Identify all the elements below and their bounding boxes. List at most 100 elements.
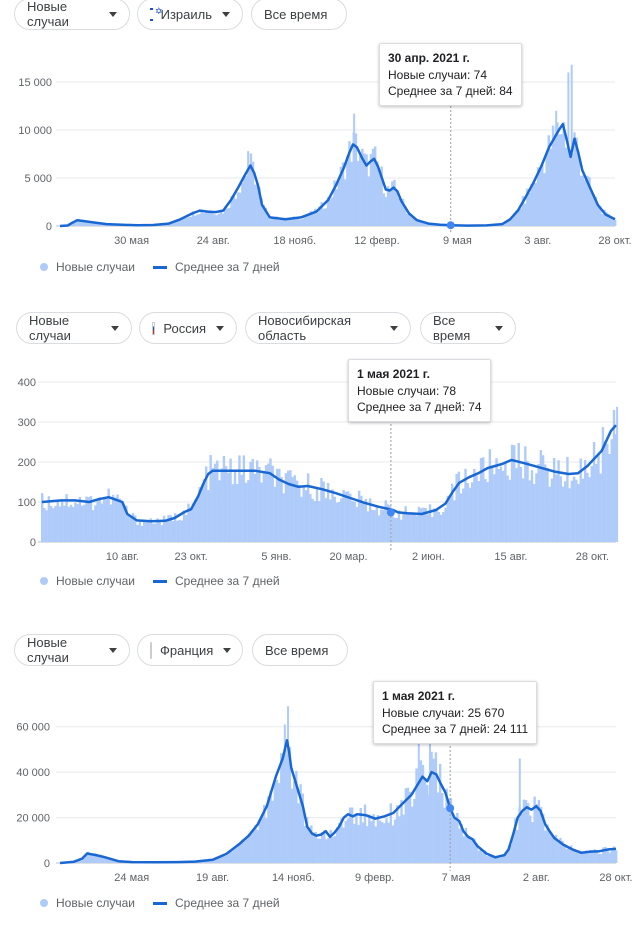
- daily-case-bar: [323, 209, 325, 226]
- daily-case-bar: [314, 501, 316, 542]
- bars-legend-icon: [40, 263, 48, 271]
- daily-case-bar: [307, 473, 309, 542]
- chevron-down-icon: [223, 648, 231, 653]
- daily-case-bar: [582, 176, 584, 226]
- daily-case-bar: [274, 487, 276, 542]
- daily-case-bar: [498, 469, 500, 542]
- daily-case-bar: [222, 213, 224, 226]
- daily-case-bar: [426, 785, 428, 863]
- x-tick-label: 10 авг.: [106, 551, 139, 563]
- tooltip-new-cases: Новые случаи: 74: [388, 67, 513, 83]
- daily-case-bar: [463, 836, 465, 863]
- daily-case-bar: [57, 502, 59, 542]
- daily-case-bar: [259, 819, 261, 863]
- daily-case-bar: [141, 526, 143, 542]
- daily-case-bar: [601, 214, 603, 226]
- daily-case-bar: [299, 219, 301, 226]
- region-dropdown[interactable]: Новосибирская область: [245, 312, 411, 344]
- daily-case-bar: [385, 818, 387, 863]
- daily-case-bar: [398, 816, 400, 863]
- chart-legend: Новые случаи Среднее за 7 дней: [40, 896, 280, 910]
- daily-case-bar: [301, 219, 303, 226]
- legend-bars-label: Новые случаи: [56, 896, 135, 910]
- daily-case-bar: [308, 215, 310, 226]
- y-tick-label: 300: [18, 417, 36, 429]
- x-tick-label: 2 июн.: [412, 551, 445, 563]
- daily-case-bar: [531, 470, 533, 542]
- daily-case-bar: [413, 514, 415, 542]
- daily-case-bar: [243, 176, 245, 226]
- daily-case-bar: [252, 831, 254, 863]
- metric-dropdown[interactable]: Новые случаи: [16, 312, 132, 344]
- il-flag-icon: [150, 8, 153, 21]
- daily-case-bar: [127, 516, 129, 542]
- metric-dropdown[interactable]: Новые случаи: [14, 634, 130, 666]
- daily-case-bar: [462, 489, 464, 542]
- bars-legend-icon: [40, 899, 48, 907]
- daily-case-bar: [517, 443, 519, 542]
- chart-tooltip: 1 мая 2021 г. Новые случаи: 78 Среднее з…: [348, 359, 491, 422]
- y-tick-label: 5 000: [24, 173, 52, 185]
- daily-case-bar: [183, 510, 185, 542]
- location-dropdown[interactable]: Франция: [137, 634, 243, 666]
- period-dropdown[interactable]: Все время: [420, 312, 516, 344]
- y-tick-label: 400: [18, 377, 36, 389]
- location-dropdown[interactable]: Россия: [139, 312, 237, 344]
- location-dropdown[interactable]: Израиль: [137, 0, 243, 30]
- daily-case-bar: [582, 479, 584, 542]
- daily-case-bar: [504, 462, 506, 542]
- daily-case-bar: [246, 838, 248, 863]
- x-tick-label: 5 янв.: [261, 551, 291, 563]
- daily-case-bar: [319, 839, 321, 863]
- y-tick-label: 10 000: [18, 125, 52, 137]
- daily-case-bar: [278, 783, 280, 863]
- x-tick-label: 28 окт.: [598, 235, 631, 247]
- daily-case-bar: [318, 501, 320, 542]
- daily-case-bar: [158, 520, 160, 542]
- daily-case-bar: [254, 185, 256, 226]
- daily-case-bar: [289, 470, 291, 542]
- daily-case-bar: [577, 484, 579, 542]
- daily-case-bar: [201, 488, 203, 542]
- daily-case-bar: [316, 213, 318, 226]
- daily-case-bar: [235, 199, 237, 226]
- period-dropdown[interactable]: Все время: [252, 634, 348, 666]
- daily-case-bar: [291, 789, 293, 863]
- daily-case-bar: [297, 803, 299, 863]
- daily-case-bar: [467, 483, 469, 542]
- tooltip-avg7: Среднее за 7 дней: 84: [388, 83, 513, 99]
- daily-case-bar: [550, 148, 552, 226]
- chart-legend: Новые случаи Среднее за 7 дней: [40, 574, 280, 588]
- daily-case-bar: [528, 193, 530, 226]
- daily-case-bar: [437, 792, 439, 863]
- daily-case-bar: [413, 799, 415, 863]
- daily-case-bar: [312, 214, 314, 226]
- daily-case-bar: [296, 481, 298, 542]
- daily-case-bar: [323, 830, 325, 863]
- daily-case-bar: [519, 759, 521, 863]
- daily-case-bar: [591, 466, 593, 542]
- daily-case-bar: [576, 853, 578, 863]
- daily-case-bar: [244, 841, 246, 863]
- period-dropdown[interactable]: Все время: [251, 0, 347, 30]
- daily-case-bar: [188, 217, 190, 226]
- daily-case-bar: [575, 480, 577, 542]
- daily-case-bar: [529, 480, 531, 542]
- daily-case-bar: [346, 156, 348, 226]
- daily-case-bar: [99, 497, 101, 542]
- daily-case-bar: [196, 215, 198, 226]
- daily-case-bar: [402, 815, 404, 863]
- metric-dropdown[interactable]: Новые случаи: [14, 0, 130, 30]
- daily-case-bar: [336, 503, 338, 542]
- daily-case-bar: [524, 204, 526, 226]
- chevron-down-icon: [109, 12, 117, 17]
- daily-case-bar: [347, 491, 349, 542]
- daily-case-bar: [469, 838, 471, 863]
- y-tick-label: 40 000: [16, 767, 50, 779]
- daily-case-bar: [286, 220, 288, 226]
- daily-case-bar: [101, 503, 103, 542]
- daily-case-bar: [196, 498, 198, 542]
- daily-case-bar: [599, 474, 601, 542]
- daily-case-bar: [571, 481, 573, 542]
